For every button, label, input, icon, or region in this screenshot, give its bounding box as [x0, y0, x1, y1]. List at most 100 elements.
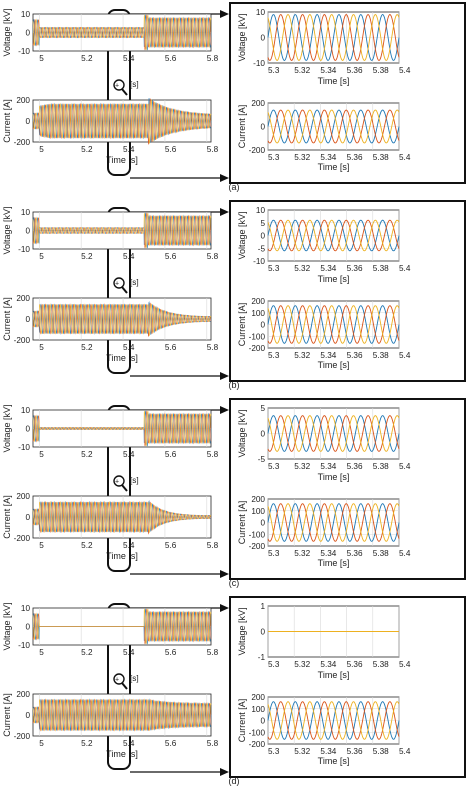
x-tick-label: 5.38 — [373, 66, 389, 75]
x-tick-label: 5.8 — [207, 450, 219, 459]
x-tick-label: 5.4 — [123, 648, 135, 657]
zoom-plus-icon: + — [115, 281, 119, 288]
overview-voltage-ylabel: Voltage [kV] — [2, 206, 12, 254]
x-tick-label: 5.6 — [165, 648, 177, 657]
overview-current-ylabel: Current [A] — [2, 495, 12, 539]
zoom-current-trace-phase-a — [267, 503, 400, 542]
overview-current-trace-phase-b — [32, 98, 212, 145]
x-tick-label: 5.4 — [123, 739, 135, 748]
x-tick-label: 5.4 — [399, 747, 411, 756]
x-tick-label: 5.32 — [294, 747, 310, 756]
x-tick-label: 5.36 — [347, 153, 363, 162]
x-tick-label: 5.3 — [268, 462, 280, 471]
zoom-voltage-axes: 10 5 0 -5 -105.3 5.32 5.34 5.36 5.38 5.4 — [253, 206, 411, 273]
x-tick-label: 5.34 — [320, 264, 336, 273]
y-tick-label: -200 — [249, 344, 266, 353]
x-tick-label: 5.4 — [123, 450, 135, 459]
zoom-window — [107, 9, 131, 176]
overview-current-ylabel: Current [A] — [2, 693, 12, 737]
overview-voltage-trace-phase-a — [32, 14, 212, 51]
y-tick-label: 0 — [260, 519, 265, 528]
zoom-arrow-head — [220, 604, 229, 612]
zoom-window — [107, 207, 131, 374]
x-tick-label: 5.8 — [207, 541, 219, 550]
zoom-arrow-head — [220, 406, 229, 414]
zoom-current-trace-phase-b — [267, 701, 400, 740]
x-tick-label: 5.34 — [320, 66, 336, 75]
zoom-window-label: [s] — [130, 80, 139, 89]
x-tick-label: 5 — [39, 145, 44, 154]
x-tick-label: 5.34 — [320, 549, 336, 558]
y-tick-label: -100 — [249, 332, 266, 341]
x-tick-label: 5.4 — [399, 153, 411, 162]
y-tick-label: 100 — [251, 309, 265, 318]
x-tick-label: 5.34 — [320, 351, 336, 360]
y-tick-label: 0 — [25, 425, 30, 434]
x-tick-label: 5.32 — [294, 351, 310, 360]
x-tick-label: 5.4 — [123, 343, 135, 352]
y-tick-label: -200 — [14, 138, 31, 147]
x-tick-label: 5.38 — [373, 549, 389, 558]
overview-voltage-trace-phase-b — [32, 410, 212, 447]
zoom-current-trace-phase-a — [267, 305, 400, 344]
zoom-current-trace-phase-c — [267, 503, 400, 542]
zoom-voltage-xlabel: Time [s] — [318, 472, 350, 482]
zoom-current-ylabel: Current [A] — [237, 303, 247, 347]
zoom-voltage-trace-phase-c — [267, 415, 400, 452]
overview-voltage-trace-phase-c — [32, 608, 212, 645]
overview-current-ylabel: Current [A] — [2, 99, 12, 143]
overview-current-trace-phase-a — [32, 500, 212, 534]
x-tick-label: 5.8 — [207, 54, 219, 63]
panel-label: (a) — [229, 182, 240, 192]
zoom-voltage-ylabel: Voltage [kV] — [237, 13, 247, 61]
x-tick-label: 5.32 — [294, 153, 310, 162]
zoom-voltage-trace-phase-b — [267, 14, 400, 61]
x-tick-label: 5.4 — [123, 145, 135, 154]
x-tick-label: 5.4 — [399, 66, 411, 75]
overview-voltage-ylabel: Voltage [kV] — [2, 8, 12, 56]
y-tick-label: 200 — [251, 693, 265, 702]
y-tick-label: -5 — [258, 455, 266, 464]
y-tick-label: 5 — [260, 404, 265, 413]
zoom-current-trace-phase-a — [267, 701, 400, 740]
overview-voltage-trace-phase-c — [32, 14, 212, 51]
x-tick-label: 5.38 — [373, 747, 389, 756]
x-tick-label: 5.36 — [347, 660, 363, 669]
x-tick-label: 5.3 — [268, 747, 280, 756]
panel-label: (c) — [229, 578, 240, 588]
y-tick-label: 0 — [260, 430, 265, 439]
x-tick-label: 5.2 — [81, 648, 93, 657]
overview-current-trace-phase-c — [32, 303, 212, 337]
y-tick-label: 0 — [260, 232, 265, 241]
overview-voltage-axes: 10 0 -10 5 5.2 5.4 5.6 5.8 — [18, 10, 218, 63]
zoom-voltage-xlabel: Time [s] — [318, 274, 350, 284]
x-tick-label: 5.3 — [268, 660, 280, 669]
zoom-arrow-head — [220, 372, 229, 380]
overview-current-xlabel: Time [s] — [106, 353, 138, 363]
x-tick-label: 5.36 — [347, 747, 363, 756]
zoom-current-trace-phase-b — [267, 305, 400, 344]
x-tick-label: 5.36 — [347, 264, 363, 273]
panel-label: (d) — [229, 776, 240, 786]
zoom-magnifier-icon — [113, 79, 125, 91]
zoom-panel-frame — [229, 2, 466, 184]
x-tick-label: 5 — [39, 541, 44, 550]
x-tick-label: 5.38 — [373, 264, 389, 273]
x-tick-label: 5 — [39, 252, 44, 261]
overview-voltage-axes: 10 0 -10 5 5.2 5.4 5.6 5.8 — [18, 406, 218, 459]
overview-current-xlabel: Time [s] — [106, 551, 138, 561]
overview-current-axes: 200 0 -200 5 5.2 5.4 5.6 5.8 — [14, 96, 219, 154]
x-tick-label: 5.4 — [399, 264, 411, 273]
y-tick-label: 10 — [21, 10, 31, 19]
y-tick-label: -5 — [258, 244, 266, 253]
y-tick-label: 10 — [21, 208, 31, 217]
x-tick-label: 5.32 — [294, 264, 310, 273]
x-tick-label: 5.4 — [123, 252, 135, 261]
x-tick-label: 5 — [39, 450, 44, 459]
zoom-voltage-trace-phase-c — [267, 219, 400, 252]
overview-current-trace-phase-a — [32, 97, 212, 143]
zoom-magnifier-handle — [121, 88, 128, 96]
x-tick-label: 5.34 — [320, 660, 336, 669]
